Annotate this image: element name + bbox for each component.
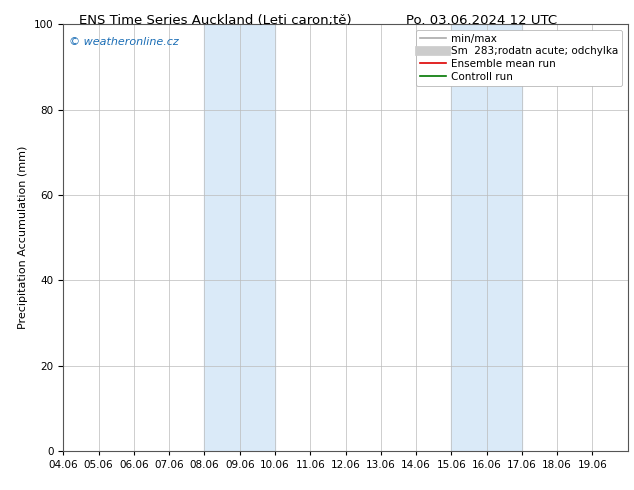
Y-axis label: Precipitation Accumulation (mm): Precipitation Accumulation (mm)	[18, 146, 29, 329]
Text: Po. 03.06.2024 12 UTC: Po. 03.06.2024 12 UTC	[406, 14, 557, 27]
Legend: min/max, Sm  283;rodatn acute; odchylka, Ensemble mean run, Controll run: min/max, Sm 283;rodatn acute; odchylka, …	[416, 30, 623, 86]
Bar	[204, 24, 275, 451]
Text: © weatheronline.cz: © weatheronline.cz	[69, 37, 179, 48]
Text: ENS Time Series Auckland (Leti caron;tě): ENS Time Series Auckland (Leti caron;tě)	[79, 14, 352, 27]
Bar	[451, 24, 522, 451]
